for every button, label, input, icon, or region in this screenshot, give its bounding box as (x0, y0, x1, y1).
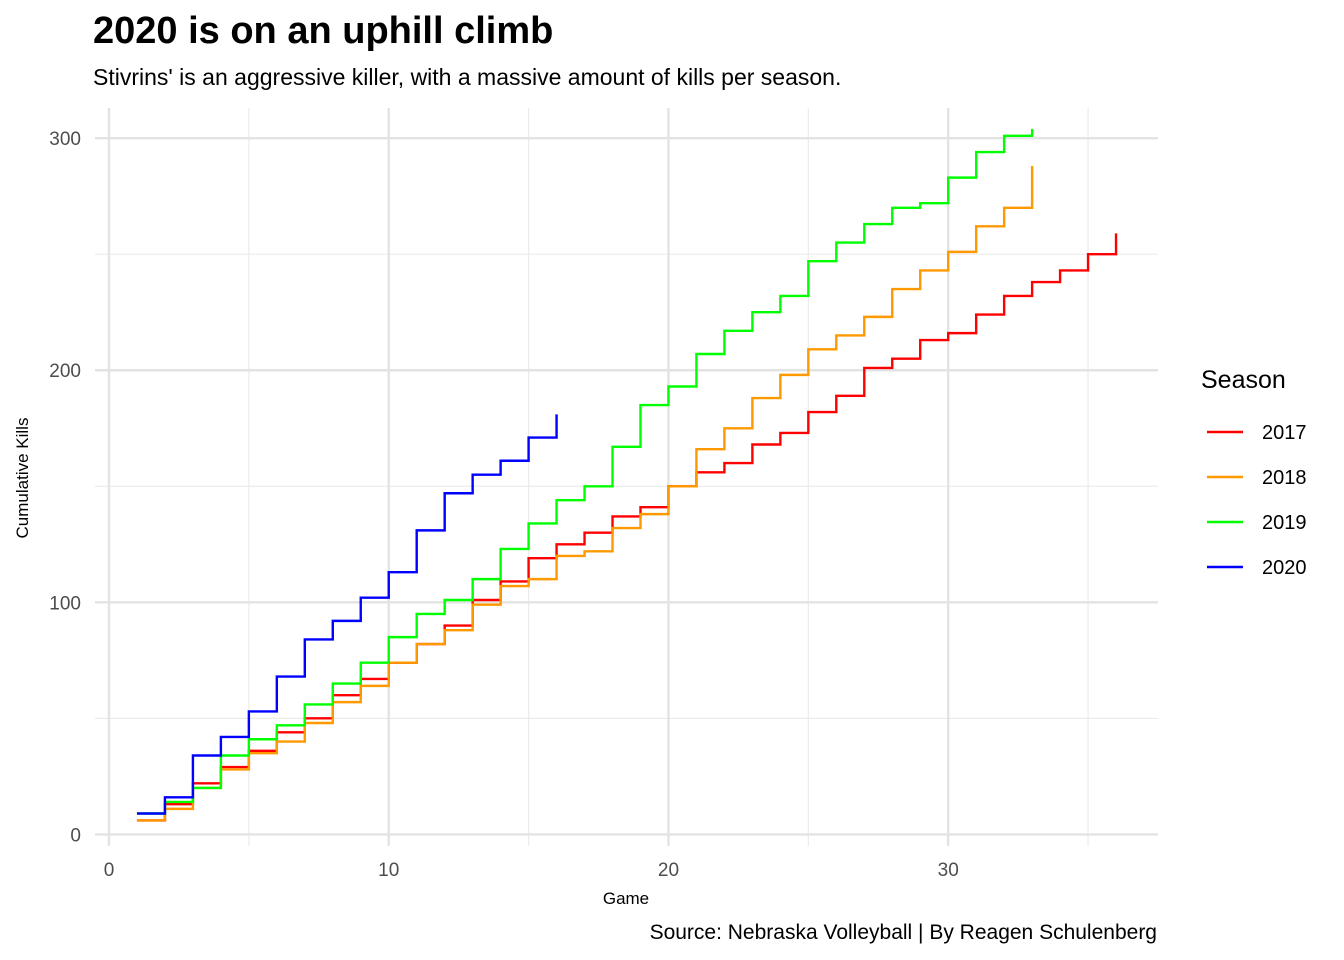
series-line-2020 (136, 414, 558, 815)
legend-label-2019: 2019 (1262, 512, 1307, 534)
y-tick-label: 200 (49, 361, 81, 382)
legend: Season 2017 2018 2019 2020 (1201, 366, 1307, 579)
series-lines (136, 128, 1118, 822)
chart-subtitle: Stivrins' is an aggressive killer, with … (93, 64, 842, 90)
legend-label-2017: 2017 (1262, 422, 1307, 444)
y-axis-title: Cumulative Kills (13, 418, 32, 539)
series-line-2019 (136, 128, 1034, 815)
x-tick-label: 20 (658, 860, 679, 881)
x-tick-label: 30 (938, 860, 959, 881)
legend-label-2018: 2018 (1262, 467, 1307, 489)
x-tick-label: 0 (104, 860, 115, 881)
chart-title: 2020 is on an uphill climb (93, 10, 554, 52)
series-line-2018 (136, 166, 1034, 822)
y-tick-label: 100 (49, 593, 81, 614)
grid (95, 108, 1158, 846)
y-tick-label: 0 (70, 825, 81, 846)
x-tick-label: 10 (378, 860, 399, 881)
x-axis-title: Game (603, 889, 649, 908)
y-tick-label: 300 (49, 129, 81, 150)
chart-caption: Source: Nebraska Volleyball | By Reagen … (649, 921, 1157, 944)
legend-title: Season (1201, 366, 1286, 394)
legend-label-2020: 2020 (1262, 557, 1307, 579)
